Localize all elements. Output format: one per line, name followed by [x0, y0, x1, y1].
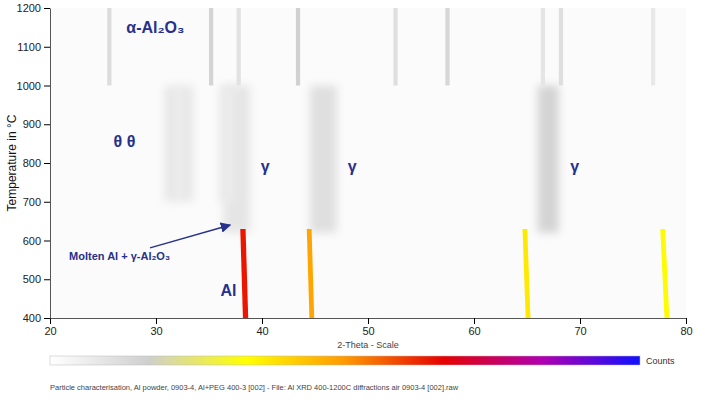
x-tick-label: 30 — [150, 325, 162, 337]
annotation: Molten Al + γ-Al₂O₃ — [69, 250, 170, 262]
x-tick-mark — [156, 318, 157, 324]
y-tick-label: 800 — [23, 157, 41, 169]
x-tick: 20 — [44, 318, 56, 337]
x-tick-label: 70 — [574, 325, 586, 337]
y-axis-title: Temperature in °C — [5, 114, 19, 211]
y-tick-mark — [44, 163, 50, 164]
annotation: Al — [221, 282, 237, 299]
reflection — [541, 8, 545, 86]
reflection — [240, 229, 248, 318]
x-tick: 60 — [468, 318, 480, 337]
reflection — [164, 86, 180, 202]
x-tick-mark — [686, 318, 687, 324]
x-tick-label: 40 — [256, 325, 268, 337]
chart: 20 30 40 50 60 70 80 400 500 600 700 800 900 1000 1100… — [0, 0, 702, 417]
x-tick: 80 — [680, 318, 692, 337]
reflection — [310, 86, 337, 233]
reflection — [307, 229, 314, 318]
y-tick: 1200 — [17, 2, 50, 14]
reflection — [445, 8, 449, 86]
y-tick: 500 — [23, 273, 50, 285]
x-tick-mark — [262, 318, 263, 324]
y-tick: 600 — [23, 235, 50, 247]
y-tick: 900 — [23, 118, 50, 130]
colorbar-label: Counts — [646, 356, 675, 366]
reflection — [538, 86, 559, 233]
y-tick: 1000 — [17, 80, 50, 92]
y-tick: 700 — [23, 196, 50, 208]
y-tick-label: 700 — [23, 196, 41, 208]
y-tick-label: 600 — [23, 235, 41, 247]
annotation: γ — [570, 158, 579, 175]
x-tick-label: 20 — [44, 325, 56, 337]
y-tick-mark — [44, 279, 50, 280]
reflection — [559, 8, 563, 86]
x-tick: 70 — [574, 318, 586, 337]
x-tick-mark — [368, 318, 369, 324]
y-tick-mark — [44, 202, 50, 203]
y-tick-mark — [44, 8, 50, 9]
y-axis: 400 500 600 700 800 900 1000 1100 1200 — [17, 2, 51, 324]
reflection — [651, 8, 655, 86]
y-tick-label: 500 — [23, 273, 41, 285]
x-tick-mark — [474, 318, 475, 324]
y-axis-line — [50, 9, 51, 319]
x-tick-mark — [50, 318, 51, 324]
y-tick-label: 1000 — [17, 80, 41, 92]
reflection — [107, 8, 111, 86]
y-tick: 800 — [23, 157, 50, 169]
colorbar — [50, 356, 640, 365]
x-tick: 30 — [150, 318, 162, 337]
y-tick-mark — [44, 318, 50, 319]
annotation-arrow — [150, 225, 230, 248]
annotation: θ θ — [114, 133, 136, 150]
reflection — [178, 86, 194, 202]
x-tick-label: 60 — [468, 325, 480, 337]
annotation: α-Al₂O₃ — [126, 19, 184, 36]
reflection — [209, 8, 213, 86]
x-tick: 50 — [362, 318, 374, 337]
y-tick-mark — [44, 124, 50, 125]
y-tick: 400 — [23, 312, 50, 324]
y-tick: 1100 — [17, 41, 50, 53]
x-tick-mark — [580, 318, 581, 324]
plot-area — [50, 8, 686, 318]
y-tick-label: 400 — [23, 312, 41, 324]
x-tick: 40 — [256, 318, 268, 337]
y-tick-mark — [44, 47, 50, 48]
reflection — [393, 8, 397, 86]
reflection — [219, 86, 235, 202]
annotation: γ — [348, 158, 357, 175]
y-tick-label: 1200 — [17, 2, 41, 14]
x-tick-label: 50 — [362, 325, 374, 337]
y-tick-mark — [44, 241, 50, 242]
annotation: γ — [261, 158, 270, 175]
marks — [107, 8, 669, 318]
x-axis: 20 30 40 50 60 70 80 — [44, 318, 692, 337]
y-tick-mark — [44, 86, 50, 87]
caption: Particle characterisation, Al powder, 09… — [50, 383, 459, 392]
x-axis-title: 2-Theta - Scale — [337, 340, 399, 350]
reflection — [237, 8, 241, 86]
reflection — [296, 8, 300, 86]
y-tick-label: 900 — [23, 118, 41, 130]
y-tick-label: 1100 — [17, 41, 41, 53]
reflection — [660, 229, 669, 318]
annotations: α-Al₂O₃ θ θ γ γ γ Al Molten Al + γ-Al₂O₃ — [69, 19, 579, 300]
x-tick-label: 80 — [680, 325, 692, 337]
reflection — [522, 229, 530, 318]
